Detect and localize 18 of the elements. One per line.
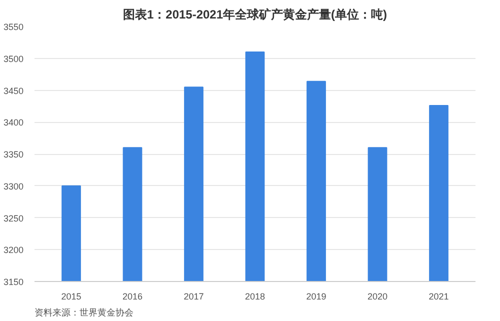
x-tick-label: 2021 [428,292,449,302]
y-tick-label: 3150 [3,277,24,287]
y-tick-label: 3350 [3,150,24,160]
y-tick-label: 3200 [3,245,24,256]
y-tick-label: 3550 [3,22,24,32]
y-tick-label: 3500 [3,54,24,64]
y-tick-label: 3400 [3,118,24,128]
x-tick-label: 2015 [61,292,82,302]
x-tick-label: 2020 [367,292,388,302]
y-tick-label: 3250 [3,213,24,224]
y-tick-label: 3300 [3,181,24,192]
chart-title: 图表1：2015-2021年全球矿产黄金产量(单位：吨) [122,8,388,22]
x-tick-label: 2017 [184,292,204,302]
x-tick-label: 2018 [244,292,266,302]
text: 资料来源：世界黄金协会 [34,308,134,318]
x-tick-label: 2019 [306,292,326,302]
y-tick-label: 3450 [3,86,24,96]
x-tick-label: 2016 [122,292,143,302]
